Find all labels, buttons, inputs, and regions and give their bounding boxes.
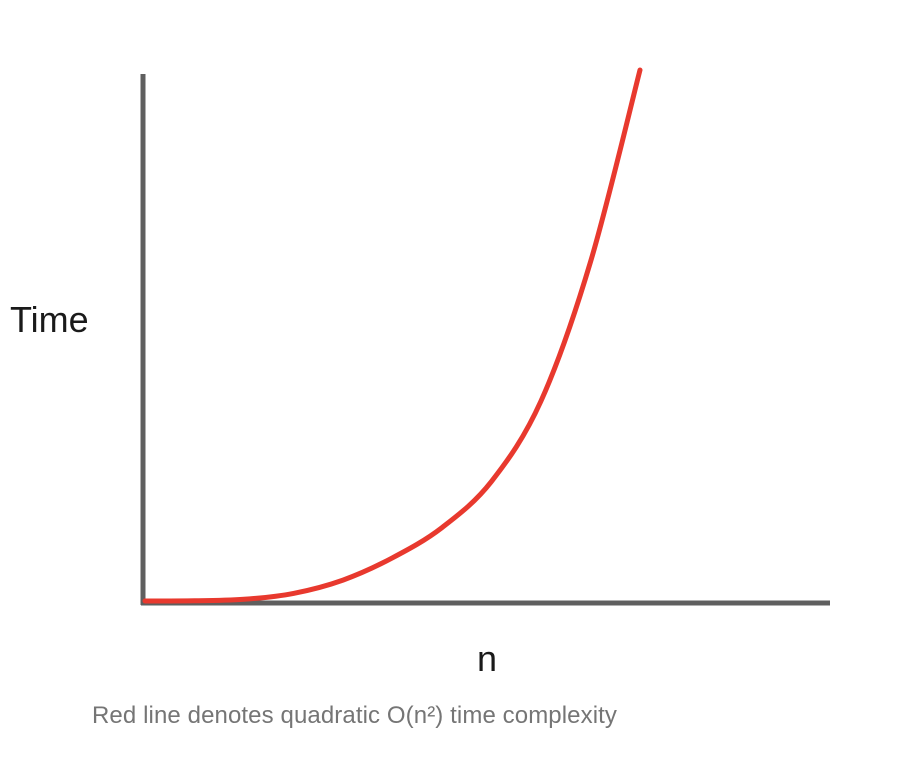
series-layer (142, 67, 643, 604)
x-axis-label: n (477, 638, 497, 679)
chart-caption: Red line denotes quadratic O(n²) time co… (92, 702, 618, 729)
series-line-0 (142, 67, 643, 604)
chart: Time n (10, 67, 830, 679)
chart-svg: Time n (10, 67, 830, 679)
y-axis-label: Time (10, 299, 89, 340)
